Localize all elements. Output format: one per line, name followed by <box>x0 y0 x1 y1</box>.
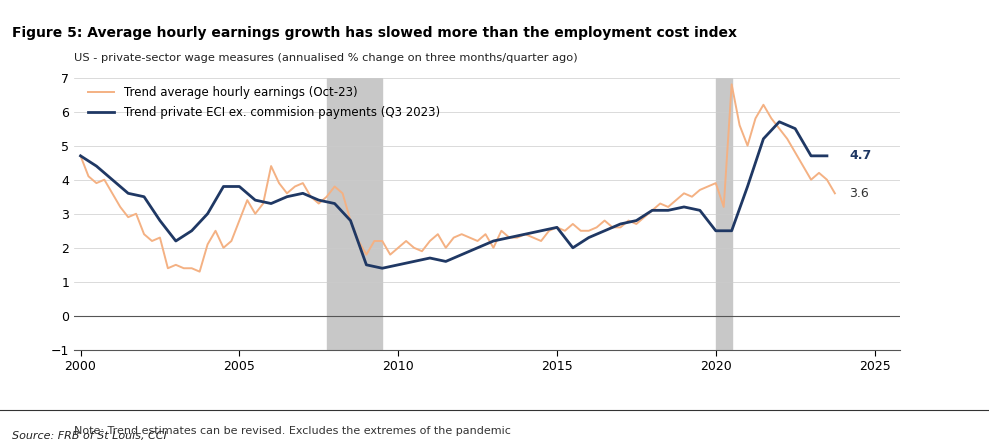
Text: Figure 5: Average hourly earnings growth has slowed more than the employment cos: Figure 5: Average hourly earnings growth… <box>12 26 737 40</box>
Text: Note: Trend estimates can be revised. Excludes the extremes of the pandemic: Note: Trend estimates can be revised. Ex… <box>74 426 511 436</box>
Text: Source: FRB of St Louis, CCI: Source: FRB of St Louis, CCI <box>12 431 166 441</box>
Text: 3.6: 3.6 <box>850 187 869 200</box>
Text: US - private-sector wage measures (annualised % change on three months/quarter a: US - private-sector wage measures (annua… <box>74 53 578 62</box>
Bar <box>716 78 732 350</box>
Text: 4.7: 4.7 <box>850 149 871 162</box>
Legend: Trend average hourly earnings (Oct-23), Trend private ECI ex. commision payments: Trend average hourly earnings (Oct-23), … <box>88 86 440 119</box>
Bar <box>326 78 383 350</box>
